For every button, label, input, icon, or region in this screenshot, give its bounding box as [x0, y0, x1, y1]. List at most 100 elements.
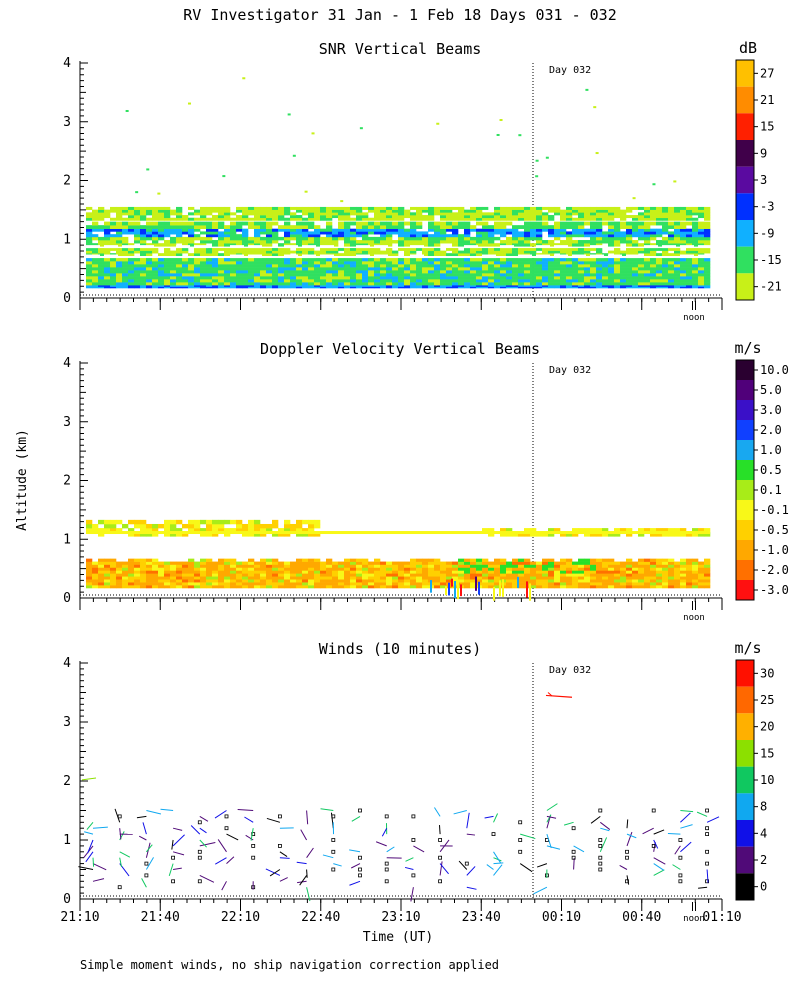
doppler-cell: [338, 570, 345, 574]
snr-cell: [86, 212, 93, 216]
wind-barb: [466, 833, 476, 836]
snr-cell: [236, 273, 243, 277]
snr-cell: [470, 225, 477, 229]
snr-gap: [626, 254, 640, 259]
doppler-cell: [164, 532, 171, 537]
snr-cell: [380, 212, 387, 216]
snr-cell: [272, 285, 279, 287]
snr-cell: [482, 261, 489, 265]
snr-cell: [386, 243, 393, 247]
snr-cell: [392, 282, 399, 286]
snr-cell: [116, 243, 123, 247]
snr-cell: [470, 248, 477, 251]
doppler-cell: [644, 561, 651, 565]
colorbar-label: 15: [760, 746, 774, 760]
snr-cell: [224, 231, 231, 235]
snr-cell: [296, 221, 303, 226]
snr-cell: [128, 225, 135, 229]
snr-cell: [164, 225, 171, 229]
doppler-cell: [620, 528, 627, 533]
snr-cell: [92, 236, 99, 241]
snr-cell: [500, 253, 507, 256]
calm-marker: [331, 838, 336, 842]
doppler-cell: [110, 579, 117, 583]
doppler-cell: [278, 570, 285, 574]
snr-cell: [284, 286, 291, 289]
snr-cell: [656, 248, 663, 251]
doppler-cell: [500, 558, 507, 562]
doppler-cell: [86, 579, 93, 583]
snr-cell: [374, 217, 381, 221]
noon-label: noon: [683, 914, 705, 924]
wind-barb: [493, 813, 499, 823]
doppler-cell: [206, 561, 213, 565]
doppler-cell: [248, 573, 255, 577]
snr-cell: [206, 250, 213, 254]
snr-cell: [488, 282, 495, 286]
wind-barb: [119, 857, 123, 867]
snr-cell: [656, 264, 663, 268]
doppler-spike: [526, 581, 528, 598]
doppler-cell: [272, 585, 279, 589]
snr-cell: [152, 221, 159, 226]
snr-cell: [482, 270, 489, 274]
snr-cell: [128, 248, 135, 251]
snr-cell: [656, 243, 663, 247]
colorbar-swatch: [736, 686, 754, 714]
colorbar-label: 8: [760, 800, 767, 814]
snr-cell: [476, 258, 483, 262]
wind-barb: [626, 819, 629, 829]
snr-cell: [392, 258, 399, 262]
snr-cell: [212, 264, 219, 268]
snr-cell: [248, 217, 255, 221]
snr-cell: [230, 228, 237, 232]
colorbar-swatch: [736, 520, 754, 540]
doppler-cell: [578, 570, 585, 574]
snr-cell: [386, 221, 393, 226]
snr-cell: [230, 267, 237, 271]
snr-cell: [584, 264, 591, 268]
snr-cell: [164, 285, 171, 287]
snr-cell: [440, 267, 447, 271]
snr-cell: [602, 282, 609, 286]
doppler-cell: [134, 561, 141, 565]
snr-cell: [458, 215, 465, 219]
snr-cell: [518, 217, 525, 221]
doppler-cell: [470, 558, 477, 562]
snr-cell: [368, 221, 375, 226]
doppler-cell: [206, 523, 213, 529]
doppler-cell: [398, 585, 405, 589]
snr-cell: [482, 250, 489, 254]
snr-speckle: [146, 168, 150, 171]
doppler-cell: [266, 582, 273, 586]
wind-barb: [667, 833, 681, 835]
doppler-cell: [284, 573, 291, 577]
doppler-cell: [464, 561, 471, 565]
doppler-cell: [170, 582, 177, 586]
calm-marker: [678, 838, 683, 842]
snr-cell: [626, 267, 633, 271]
doppler-cell: [644, 576, 651, 580]
doppler-cell: [218, 573, 225, 577]
snr-cell: [212, 243, 219, 247]
doppler-cell: [212, 585, 219, 589]
snr-cell: [104, 286, 111, 289]
doppler-cell: [254, 579, 261, 583]
snr-cell: [452, 286, 459, 289]
wind-barb: [92, 857, 95, 867]
snr-cell: [350, 267, 357, 271]
snr-cell: [386, 215, 393, 219]
snr-cell: [410, 212, 417, 216]
x-tick-label: 22:10: [221, 910, 260, 925]
snr-cell: [230, 261, 237, 265]
doppler-cell: [422, 567, 429, 571]
doppler-cell: [524, 576, 531, 580]
doppler-cell: [164, 561, 171, 565]
snr-cell: [338, 209, 345, 213]
snr-cell: [218, 279, 225, 283]
snr-cell: [230, 286, 237, 289]
snr-cell: [326, 273, 333, 277]
calm-marker: [411, 873, 416, 878]
doppler-cell: [626, 532, 633, 537]
snr-cell: [170, 267, 177, 271]
